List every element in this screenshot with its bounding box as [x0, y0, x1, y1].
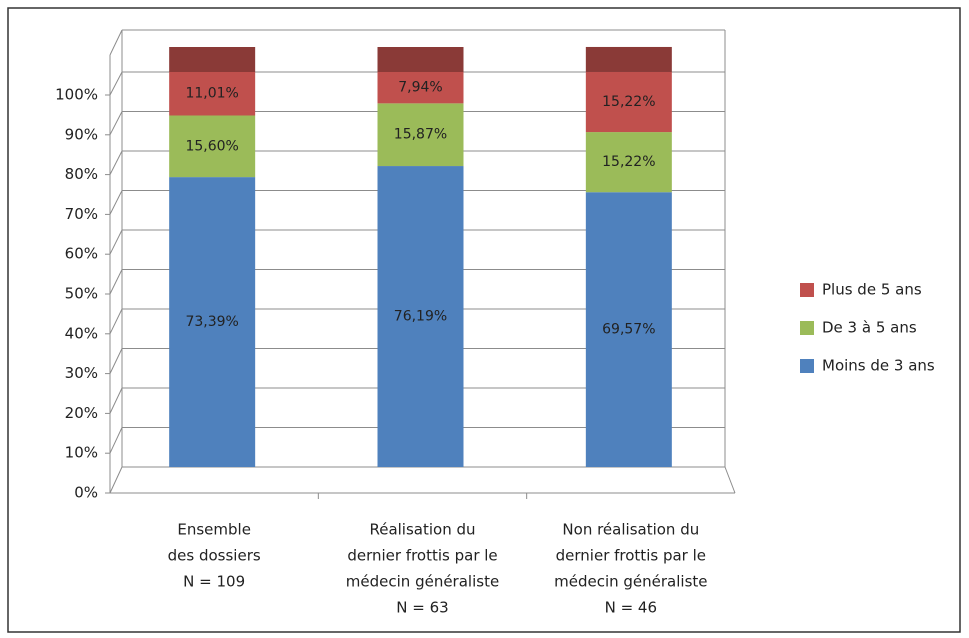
grid-line-side	[109, 308, 123, 335]
data-label: 76,19%	[394, 309, 447, 325]
x-tick-label: Non réalisation du	[562, 521, 699, 539]
x-tick-label: dernier frottis par le	[347, 547, 497, 565]
x-tick-label: N = 109	[183, 573, 245, 591]
legend-label: De 3 à 5 ans	[822, 319, 917, 337]
x-tick-label: des dossiers	[168, 547, 261, 565]
bar-segment	[377, 72, 464, 104]
grid-line-side	[109, 229, 123, 255]
y-tick-label: 30%	[65, 364, 98, 382]
bar-segment	[377, 166, 464, 467]
y-tick-label: 0%	[74, 484, 98, 502]
legend-label: Moins de 3 ans	[822, 357, 935, 375]
grid-line-side	[109, 71, 123, 96]
x-tick-label: Ensemble	[177, 521, 251, 539]
wall-top-edge	[109, 29, 123, 56]
y-tick-label: 20%	[65, 404, 98, 422]
chart-frame	[7, 7, 961, 633]
grid-line-side	[109, 427, 123, 454]
y-tick-label: 90%	[65, 125, 98, 143]
y-tick-label: 10%	[65, 444, 98, 462]
bar-segment	[169, 72, 256, 116]
data-label: 73,39%	[185, 314, 238, 330]
bar-segment	[169, 177, 256, 467]
grid-line-side	[109, 269, 123, 295]
data-label: 69,57%	[602, 322, 655, 338]
legend-swatch	[800, 283, 814, 297]
x-tick-label: N = 46	[605, 599, 657, 617]
bar-segment	[377, 103, 464, 167]
grid-line-side	[109, 190, 123, 215]
x-tick-label: N = 63	[396, 599, 448, 617]
y-tick-label: 80%	[65, 165, 98, 183]
bar-segment	[585, 71, 672, 133]
bar-top	[585, 46, 672, 72]
data-label: 15,60%	[185, 138, 238, 154]
bar-top	[169, 47, 256, 72]
grid-line-side	[109, 466, 123, 494]
data-label: 11,01%	[185, 86, 238, 102]
x-tick-label: dernier frottis par le	[556, 547, 706, 565]
y-tick-label: 100%	[55, 86, 98, 104]
data-label: 15,22%	[602, 94, 655, 110]
bar-segment	[169, 115, 256, 178]
x-tick-label: médecin généraliste	[346, 573, 499, 591]
legend-swatch	[800, 359, 814, 373]
grid-line-side	[109, 387, 123, 414]
x-tick-label: Réalisation du	[369, 521, 475, 539]
y-tick-label: 50%	[65, 285, 98, 303]
floor-right	[724, 466, 736, 494]
data-label: 7,94%	[398, 80, 442, 96]
legend-label: Plus de 5 ans	[822, 281, 922, 299]
y-tick-label: 60%	[65, 245, 98, 263]
data-label: 15,87%	[394, 127, 447, 143]
grid-line-side	[109, 150, 123, 175]
bar-top	[377, 47, 464, 72]
legend-swatch	[800, 321, 814, 335]
grid-line-side	[109, 111, 123, 136]
data-label: 15,22%	[602, 154, 655, 170]
y-tick-label: 40%	[65, 324, 98, 342]
x-tick-label: médecin généraliste	[554, 573, 707, 591]
bar-segment	[585, 192, 672, 468]
bar-segment	[585, 132, 672, 193]
y-tick-label: 70%	[65, 205, 98, 223]
grid-line-side	[109, 348, 123, 374]
